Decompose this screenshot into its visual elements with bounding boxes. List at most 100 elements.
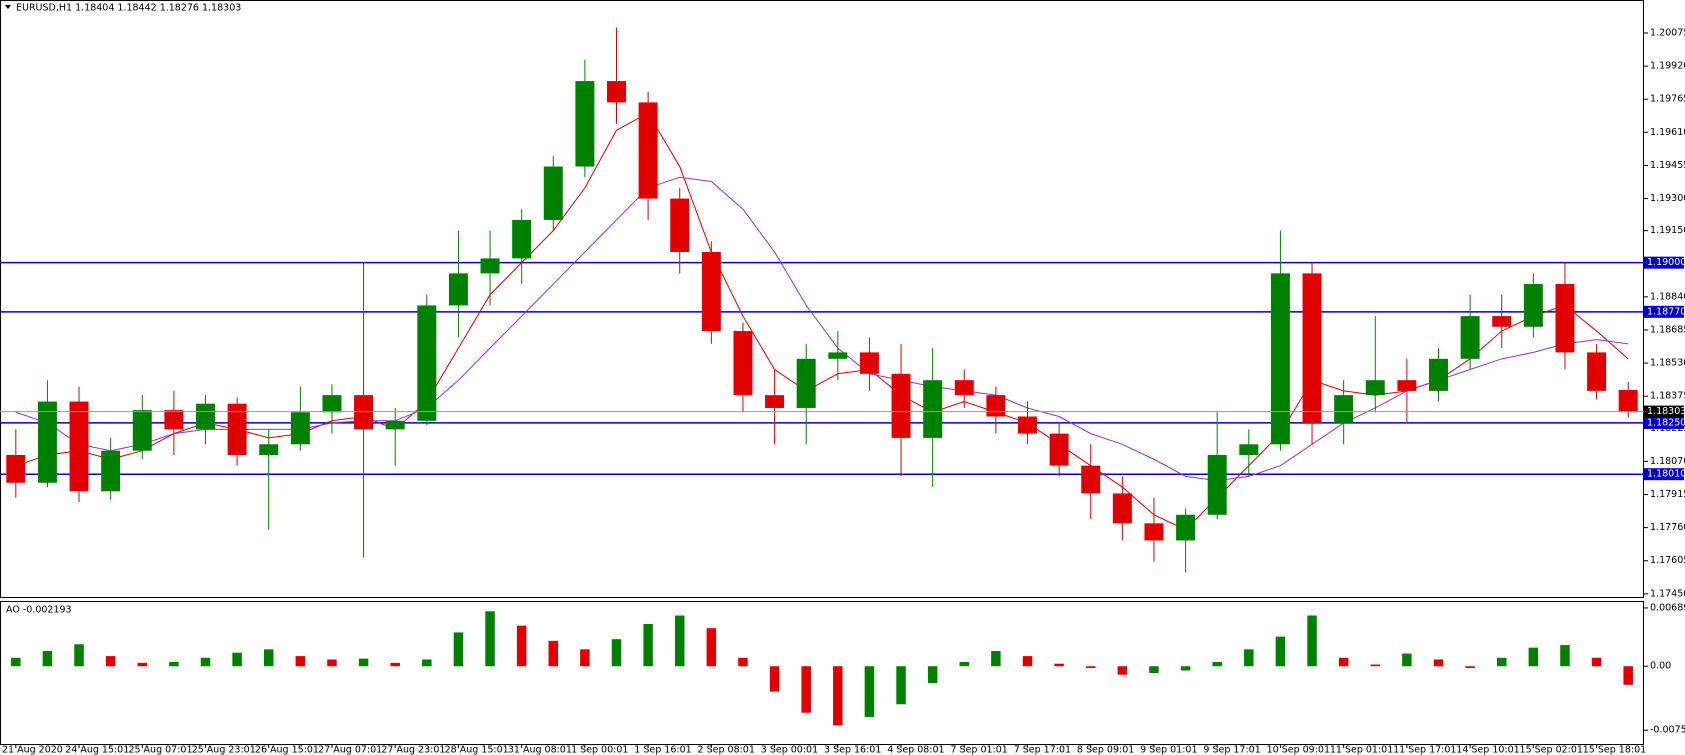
y-tick-label: 1.19455 (1650, 160, 1685, 171)
x-tick-label: 25 Aug 23:01 (192, 745, 256, 755)
candle-body (670, 198, 690, 252)
x-tick-label: 27 Aug 23:01 (381, 745, 445, 755)
ao-bar (516, 625, 527, 667)
candle-body (1618, 390, 1638, 412)
ao-bar (643, 623, 653, 667)
level-tag (1644, 305, 1684, 318)
candle-body (132, 410, 152, 451)
y-tick-label: 1.19300 (1650, 193, 1685, 204)
ao-bar (1212, 662, 1222, 667)
x-tick-label: 25 Aug 07:01 (128, 745, 192, 755)
ao-bar (706, 628, 717, 667)
level-label: 1.18770 (1647, 306, 1685, 317)
y-tick-label: 1.20075 (1650, 27, 1685, 38)
candle-body (828, 352, 848, 359)
x-tick-label: 9 Sep 17:01 (1203, 745, 1260, 755)
ao-bar (200, 657, 211, 667)
ao-bar (991, 651, 1001, 667)
y-tick-label: 1.18070 (1650, 456, 1685, 467)
ao-bar (1117, 666, 1128, 675)
ao-bar (485, 611, 495, 667)
ao-bar (1370, 664, 1381, 667)
candle-body (6, 454, 26, 483)
candle-body (1207, 454, 1227, 515)
candle-body (37, 401, 57, 483)
candle-body (417, 305, 437, 421)
ao-bar (580, 649, 590, 667)
ao-bar (327, 659, 337, 667)
y-tick-label: -0.00757 (1650, 725, 1685, 736)
candle-body (1081, 465, 1101, 494)
ao-bar (1528, 647, 1539, 667)
candle-body (638, 102, 658, 199)
candle-body (196, 403, 215, 430)
candle-body (765, 395, 785, 408)
ao-bar (390, 662, 400, 667)
candle-body (733, 331, 753, 396)
candle-body (385, 420, 405, 430)
ao-bar (1433, 659, 1444, 667)
candle-body (1460, 316, 1480, 359)
price-label: 1.18303 (1647, 406, 1685, 417)
ao-bar (169, 662, 179, 667)
level-tag (1644, 416, 1684, 429)
ao-bar (137, 662, 148, 667)
ao-pane (0, 601, 1644, 745)
candle-body (1334, 395, 1354, 423)
y-tick-label: 1.19610 (1650, 127, 1685, 138)
ao-bar (1465, 666, 1475, 668)
candle-body (1523, 284, 1543, 327)
ao-bar (1338, 657, 1349, 667)
candle-body (1429, 358, 1448, 391)
candle-body (575, 81, 595, 167)
y-tick-label: 1.17915 (1650, 489, 1685, 500)
x-tick-label: 28 Aug 15:01 (445, 745, 509, 755)
price-tag (1644, 405, 1684, 418)
y-tick-label: 1.17450 (1650, 588, 1685, 599)
x-tick-label: 24 Aug 15:01 (65, 745, 129, 755)
y-tick-label: 1.18685 (1650, 324, 1685, 335)
moving-average (15, 176, 1629, 482)
candle-body (796, 358, 816, 408)
x-tick-label: 3 Sep 16:01 (824, 745, 881, 755)
candle-body (1492, 316, 1512, 327)
candle-body (1365, 380, 1385, 396)
candle-body (1049, 433, 1069, 466)
ao-bar (738, 657, 748, 667)
candle-body (290, 412, 310, 445)
x-tick-label: 1 Sep 16:01 (634, 745, 691, 755)
x-tick-label: 10 Sep 09:01 (1267, 745, 1330, 755)
price-pane (0, 0, 1644, 598)
y-tick-label: 1.17760 (1650, 522, 1685, 533)
y-tick-label: 1.19150 (1650, 225, 1685, 236)
moving-average (15, 112, 1629, 531)
x-tick-label: 21 Aug 2020 (2, 745, 63, 755)
candle-body (607, 81, 626, 103)
ao-bar (453, 632, 464, 667)
ao-title: AO -0.002193 (6, 605, 72, 616)
candle-body (1144, 523, 1164, 541)
candle-body (891, 373, 911, 438)
ao-bar (1244, 649, 1254, 667)
candle-body (1270, 273, 1290, 445)
ao-bar (801, 666, 811, 713)
ao-bar (1623, 666, 1633, 685)
candle-body (1239, 444, 1259, 455)
x-tick-label: 9 Sep 01:01 (1140, 745, 1197, 755)
x-tick-label: 1 Sep 00:01 (571, 745, 628, 755)
menu-arrow[interactable] (5, 5, 11, 9)
y-tick-label: 1.19920 (1650, 61, 1685, 72)
candle-body (923, 380, 943, 438)
y-tick-label: 0.006896 (1650, 602, 1685, 613)
y-tick-label: 1.17605 (1650, 555, 1685, 566)
candle-body (164, 410, 184, 430)
candle-body (227, 403, 247, 455)
candle-body (1397, 380, 1417, 391)
x-tick-label: 14 Sep 10:01 (1456, 745, 1519, 755)
ao-bar (1591, 657, 1602, 667)
candle-body (701, 251, 721, 332)
x-tick-label: 26 Aug 15:01 (255, 745, 319, 755)
ao-bar (1402, 653, 1412, 667)
